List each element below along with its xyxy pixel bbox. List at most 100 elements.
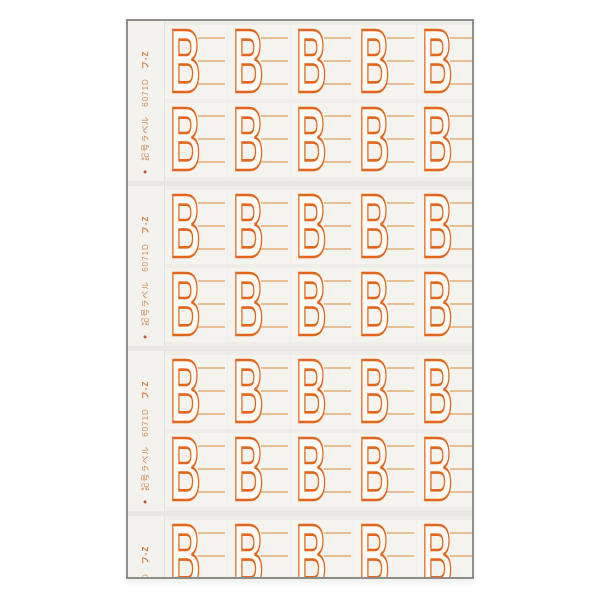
margin-text: ● 記号ラベル 6071D フ-Z <box>140 354 152 504</box>
index-letter: B <box>169 420 201 520</box>
margin-series-range: フ-Z <box>141 215 150 235</box>
ruled-line <box>387 413 414 415</box>
ruled-line <box>198 280 225 282</box>
label-cell: B <box>228 346 290 438</box>
index-letter: B <box>421 90 453 190</box>
index-letter: B <box>232 19 264 112</box>
ruled-line <box>261 578 288 579</box>
ruled-line <box>324 491 351 493</box>
index-letter: B <box>232 90 264 190</box>
ruled-line <box>261 367 288 369</box>
label-cell: B <box>291 94 353 186</box>
ruled-line <box>324 202 351 204</box>
label-cell: B <box>291 181 353 273</box>
sheet-margin: ● 記号ラベル 6071D フ-Z <box>128 351 165 511</box>
ruled-line <box>261 138 288 140</box>
index-letter: B <box>421 19 453 112</box>
label-cell: B <box>291 511 353 577</box>
ruled-line <box>450 161 472 163</box>
label-cell: B <box>291 259 353 351</box>
index-letter: B <box>421 255 453 355</box>
ruled-line <box>198 445 225 447</box>
ruled-line <box>450 60 472 62</box>
ruled-line <box>324 115 351 117</box>
ruled-line <box>324 445 351 447</box>
label-cell: B <box>417 181 472 273</box>
ruled-line <box>198 60 225 62</box>
index-letter: B <box>358 255 390 355</box>
ruled-line <box>261 161 288 163</box>
label-cell: B <box>354 346 416 438</box>
label-cell: B <box>228 511 290 579</box>
label-cell: B <box>165 21 227 108</box>
ruled-line <box>387 303 414 305</box>
ruled-line <box>261 390 288 392</box>
ruled-line <box>450 115 472 117</box>
label-cell: B <box>165 424 227 516</box>
ruled-line <box>261 225 288 227</box>
margin-bullet-icon: ● <box>142 169 149 174</box>
index-letter: B <box>169 507 201 579</box>
ruled-line <box>261 83 288 85</box>
ruled-line <box>387 326 414 328</box>
ruled-line <box>450 248 472 250</box>
index-letter: B <box>295 420 327 520</box>
ruled-line <box>198 248 225 250</box>
index-letter: B <box>232 342 264 442</box>
ruled-line <box>450 445 472 447</box>
index-letter: B <box>295 177 327 277</box>
index-letter: B <box>169 90 201 190</box>
label-cell: B <box>417 424 472 516</box>
ruled-line <box>387 491 414 493</box>
ruled-line <box>387 390 414 392</box>
label-cell: B <box>165 181 227 273</box>
ruled-line <box>450 37 472 39</box>
ruled-line <box>324 280 351 282</box>
margin-product-code: 6071D <box>141 573 151 577</box>
ruled-line <box>450 555 472 557</box>
ruled-line <box>324 303 351 305</box>
label-cell: B <box>417 94 472 186</box>
ruled-line <box>261 280 288 282</box>
ruled-line <box>387 468 414 470</box>
ruled-line <box>261 326 288 328</box>
index-letter: B <box>421 507 453 579</box>
ruled-line <box>387 555 414 557</box>
index-letter: B <box>358 507 390 579</box>
label-cell: B <box>165 94 227 186</box>
ruled-line <box>198 326 225 328</box>
ruled-line <box>387 115 414 117</box>
label-cell: B <box>165 346 227 438</box>
ruled-line <box>198 83 225 85</box>
ruled-line <box>261 37 288 39</box>
index-letter: B <box>358 19 390 112</box>
index-letter: B <box>295 255 327 355</box>
margin-series-range: フ-Z <box>141 50 150 70</box>
label-cell: B <box>291 346 353 438</box>
ruled-line <box>450 280 472 282</box>
ruled-line <box>324 83 351 85</box>
sheet-margin: ● 記号ラベル 6071D フ-Z <box>128 21 165 181</box>
label-cell: B <box>228 21 290 108</box>
ruled-line <box>324 225 351 227</box>
label-cell: B <box>354 94 416 186</box>
label-cell: B <box>165 259 227 351</box>
ruled-line <box>324 390 351 392</box>
margin-bullet-icon: ● <box>142 334 149 339</box>
ruled-line <box>387 161 414 163</box>
index-letter: B <box>169 255 201 355</box>
label-cell: B <box>417 511 472 577</box>
ruled-line <box>324 468 351 470</box>
margin-series-range: フ-Z <box>141 380 150 400</box>
ruled-line <box>198 578 225 579</box>
index-letter: B <box>232 420 264 520</box>
